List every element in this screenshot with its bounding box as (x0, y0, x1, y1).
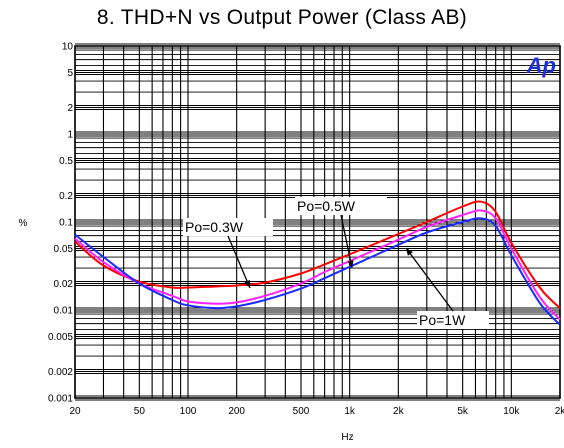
y-tick-label: 0.2 (59, 191, 73, 202)
y-tick-label: 0.01 (54, 306, 74, 317)
plot-frame (74, 45, 561, 399)
y-tick-label: 0.002 (48, 367, 73, 378)
y-tick-label: 5 (67, 68, 73, 79)
x-tick-label: 20 (69, 406, 81, 417)
x-tick-label: 200 (228, 406, 245, 417)
x-tick-label: 50 (134, 406, 146, 417)
annotation-box (295, 197, 387, 215)
ap-logo: Ap (526, 53, 556, 78)
x-tick-label: 1k (344, 406, 356, 417)
y-tick-label: 2 (67, 103, 73, 114)
series-line-3 (74, 217, 561, 326)
annotation-box (417, 311, 489, 329)
y-tick-label: 0.001 (48, 394, 73, 405)
x-tick-label: 2k (555, 406, 564, 417)
x-tick-label: 2k (393, 406, 405, 417)
annotation-arrow (340, 214, 353, 269)
annotation-arrowhead (347, 260, 354, 268)
x-tick-label: 100 (180, 406, 197, 417)
x-tick-label: 5k (457, 406, 469, 417)
chart-title: 8. THD+N vs Output Power (Class AB) (96, 6, 468, 29)
annotation-arrowhead (244, 280, 250, 288)
y-axis-label: % (19, 218, 28, 229)
annotation-label: Po=1W (419, 312, 466, 328)
y-tick-label: 0.1 (59, 218, 73, 229)
annotation-arrow (405, 247, 454, 312)
y-tick-label: 1 (67, 130, 73, 141)
annotation-label: Po=0.3W (185, 219, 244, 235)
annotation-arrow (227, 235, 251, 289)
y-tick-label: 0.02 (54, 279, 74, 290)
x-tick-label: 10k (503, 406, 520, 417)
annotation-label: Po=0.5W (297, 198, 356, 214)
annotation-box (183, 218, 273, 236)
y-tick-label: 10 (62, 42, 74, 53)
x-axis-label: Hz (341, 432, 353, 443)
y-tick-label: 0.05 (54, 244, 74, 255)
series-line-2 (74, 209, 561, 321)
series-line-1 (74, 200, 561, 309)
x-tick-label: 500 (293, 406, 310, 417)
annotation-arrowhead (406, 248, 413, 256)
y-tick-label: 0.5 (59, 156, 73, 167)
y-tick-label: 0.005 (48, 332, 73, 343)
